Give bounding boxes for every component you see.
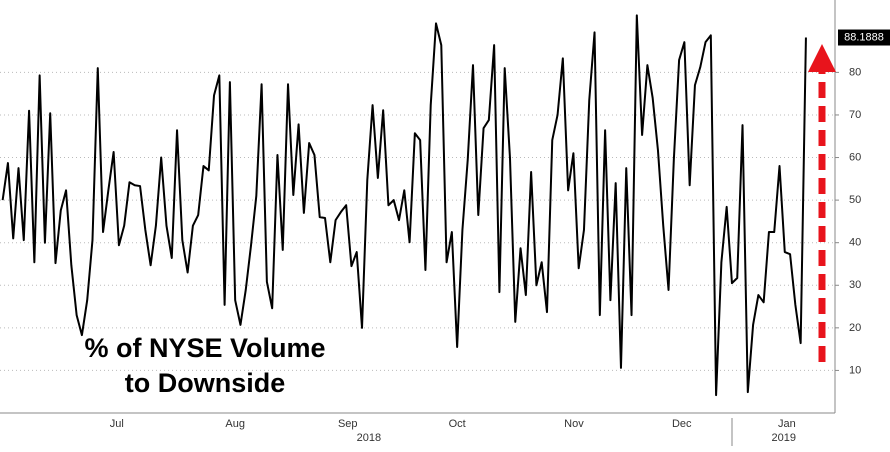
year-label: 2018: [357, 432, 381, 444]
annotation: % of NYSE Volume: [84, 333, 325, 363]
y-tick-label: 60: [849, 151, 861, 163]
series-line: [1, 14, 807, 397]
y-tick-label: 70: [849, 109, 861, 121]
arrow-head: [808, 44, 836, 72]
last-value-tag: [838, 29, 890, 46]
y-tick-label: 20: [849, 322, 861, 334]
last-value-label: 88.1888: [844, 31, 884, 43]
x-tick-label: Sep: [338, 418, 358, 430]
y-tick-label: 80: [849, 66, 861, 78]
x-tick-label: Nov: [564, 418, 584, 430]
year-label: 2019: [771, 432, 795, 444]
y-tick-label: 50: [849, 194, 861, 206]
x-tick-label: Jul: [110, 418, 124, 430]
x-tick-label: Jan: [778, 418, 796, 430]
x-tick-label: Aug: [225, 418, 245, 430]
x-tick-label: Oct: [449, 418, 466, 430]
y-tick-label: 10: [849, 364, 861, 376]
y-tick-label: 30: [849, 279, 861, 291]
annotation: to Downside: [125, 368, 286, 398]
y-tick-label: 40: [849, 237, 861, 249]
x-tick-label: Dec: [672, 418, 692, 430]
plot: [0, 14, 839, 397]
